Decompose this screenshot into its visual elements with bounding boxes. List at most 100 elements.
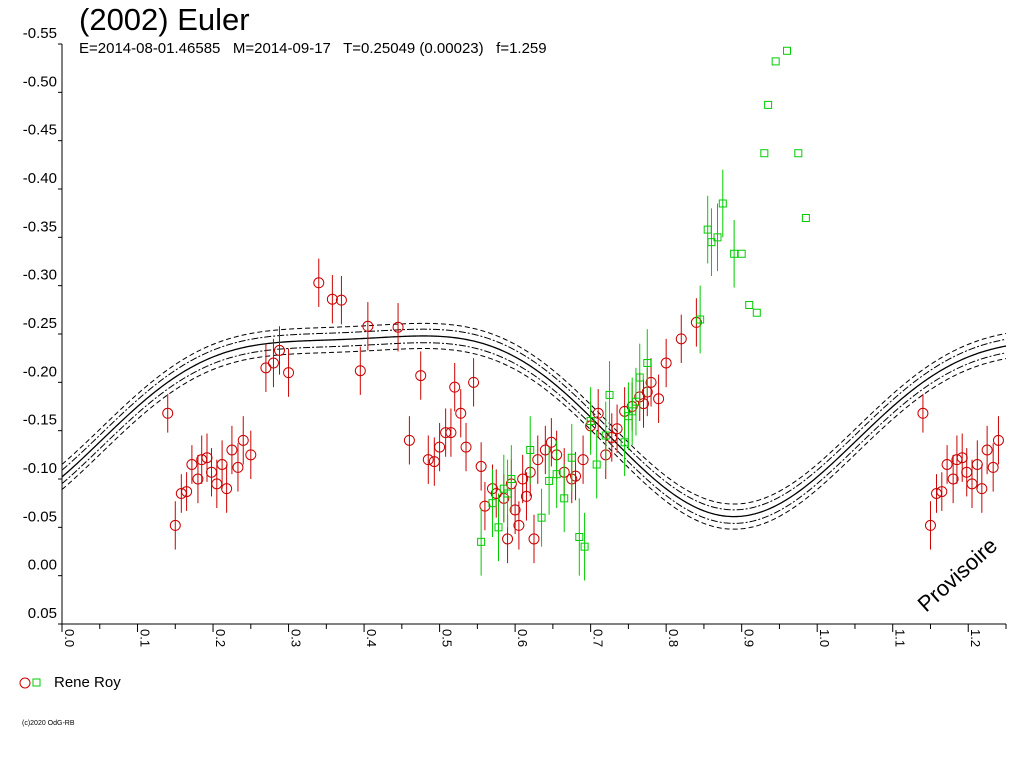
- data-point-circle: [403, 434, 415, 446]
- data-point-square: [592, 460, 601, 469]
- data-point-circle: [434, 441, 446, 453]
- data-point-circle: [232, 461, 244, 473]
- data-point-circle: [513, 519, 525, 531]
- data-point-square: [477, 537, 486, 546]
- fourier-label: f=1.259: [496, 40, 547, 57]
- data-point-circle: [941, 459, 953, 470]
- data-point-circle: [422, 454, 434, 466]
- fit-curve: [61, 335, 1007, 518]
- data-point-circle: [592, 407, 604, 419]
- data-point-square: [545, 476, 554, 485]
- axes: -0.55 -0.50 -0.45 -0.40 -0.35 -0.30 -0.25 -0.20…: [23, 25, 1007, 647]
- data-point-square: [526, 446, 535, 454]
- data-point-square: [580, 542, 589, 551]
- data-point-circle: [468, 376, 480, 388]
- data-point-square: [560, 494, 569, 503]
- x-tick-label: 1.1: [893, 629, 908, 647]
- data-point-circle: [924, 519, 936, 531]
- y-tick-label: 0.05: [28, 605, 57, 622]
- data-point-circle: [335, 294, 347, 306]
- data-point-circle: [392, 321, 404, 333]
- y-tick-label: -0.40: [23, 170, 57, 187]
- data-point-circle: [517, 473, 529, 485]
- data-point-circle: [362, 320, 374, 332]
- data-point-square: [794, 149, 803, 158]
- data-point-circle: [509, 504, 521, 516]
- epoch-label: E=2014-08-01.46585: [79, 40, 221, 57]
- chart-subtitle: E=2014-08-01.46585 M=2014-09-17 T=0.2504…: [79, 40, 547, 58]
- data-point-square: [494, 523, 503, 532]
- data-point-circle: [570, 470, 582, 482]
- data-point-circle: [936, 486, 948, 498]
- data-point-circle: [520, 490, 532, 502]
- data-point-square: [537, 513, 546, 522]
- x-tick-label: 1.0: [817, 629, 832, 647]
- data-point-circle: [192, 473, 204, 485]
- data-point-circle: [445, 427, 457, 439]
- data-point-square: [713, 233, 722, 242]
- data-point-circle: [992, 434, 1004, 446]
- data-point-square: [752, 308, 761, 317]
- data-point-circle: [638, 398, 650, 410]
- fit-band-upper-outer: [61, 322, 1007, 505]
- data-point-circle: [611, 423, 623, 435]
- x-tick-label: 0.3: [289, 629, 304, 647]
- data-point-square: [801, 214, 810, 222]
- data-point-circle: [653, 393, 665, 405]
- data-point-circle: [539, 444, 551, 456]
- data-point-square: [567, 453, 576, 462]
- data-point-circle: [449, 381, 461, 393]
- data-point-square: [718, 199, 727, 208]
- data-point-square: [643, 359, 652, 367]
- x-tick-label: 0.8: [666, 629, 681, 647]
- data-point-square: [707, 238, 716, 247]
- data-point-circle: [455, 407, 467, 419]
- data-point-circle: [283, 367, 295, 379]
- data-point-square: [730, 249, 739, 258]
- data-point-circle: [273, 344, 285, 356]
- data-point-square: [601, 431, 610, 440]
- data-point-circle: [460, 441, 472, 453]
- legend: Rene Roy: [18, 674, 121, 692]
- data-point-circle: [947, 473, 959, 485]
- data-point-square: [635, 373, 644, 382]
- copyright: (c)2020 OdG-RB: [22, 720, 75, 727]
- data-point-circle: [645, 376, 657, 388]
- data-point-square: [552, 470, 561, 479]
- data-point-circle: [354, 365, 366, 377]
- fit-band-lower-outer: [61, 348, 1007, 530]
- data-point-square: [771, 57, 780, 66]
- data-point-circle: [479, 500, 491, 512]
- legend-label: Rene Roy: [54, 674, 121, 691]
- y-tick-label: -0.10: [23, 460, 57, 477]
- midpoint-label: M=2014-09-17: [232, 40, 331, 57]
- data-point-circle: [981, 444, 993, 456]
- data-point-square: [488, 499, 497, 508]
- x-tick-label: 0.7: [591, 629, 606, 647]
- provisoire-watermark: Provisoire: [913, 533, 1002, 617]
- period-label: T=0.25049 (0.00023): [343, 40, 484, 57]
- data-point-circle: [475, 460, 487, 472]
- data-point-circle: [675, 333, 687, 345]
- data-point-circle: [181, 486, 193, 498]
- y-tick-label: -0.15: [23, 412, 57, 429]
- y-tick-label: -0.05: [23, 508, 57, 525]
- chart-title: (2002) Euler: [79, 2, 250, 37]
- data-point-circle: [415, 370, 427, 382]
- fit-band-upper-inner: [61, 328, 1007, 511]
- data-point-circle: [313, 277, 325, 289]
- data-point-circle: [267, 357, 279, 369]
- data-point-circle: [162, 407, 174, 419]
- data-point-circle: [502, 533, 514, 545]
- data-point-square: [507, 475, 516, 483]
- data-point-circle: [660, 357, 672, 369]
- data-point-square: [575, 533, 584, 541]
- data-point-square: [696, 315, 705, 324]
- data-points: [162, 46, 1004, 581]
- data-point-circle: [976, 483, 988, 495]
- data-point-square: [745, 301, 754, 309]
- legend-square-marker: [32, 678, 41, 687]
- data-point-circle: [221, 483, 233, 495]
- data-point-circle: [326, 293, 338, 305]
